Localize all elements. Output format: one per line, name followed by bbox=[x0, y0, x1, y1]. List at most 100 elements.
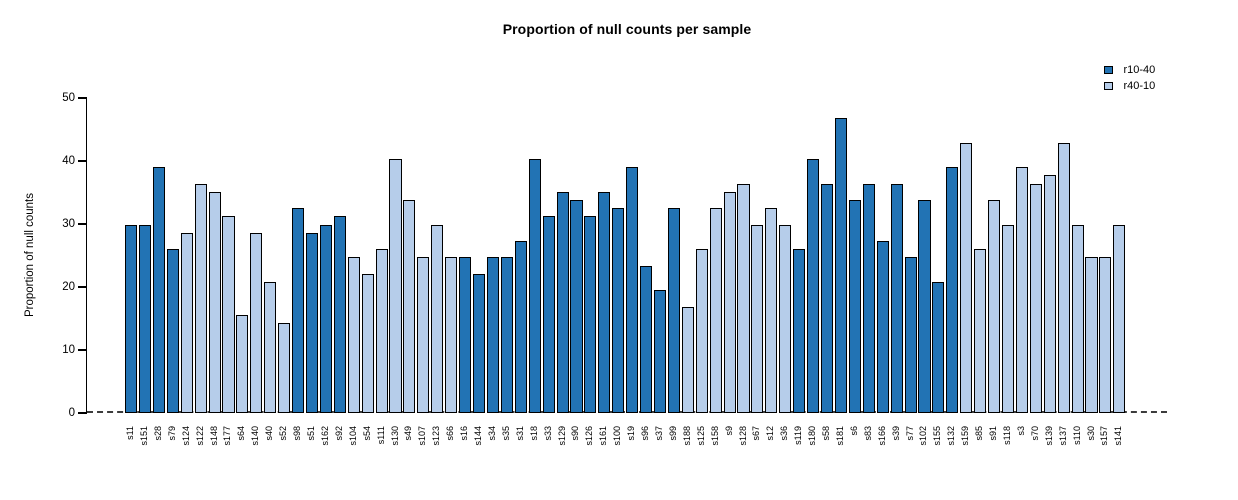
x-tick-label: s92 bbox=[333, 426, 344, 441]
bar bbox=[361, 273, 374, 413]
bar bbox=[278, 322, 291, 413]
x-tick-label: s122 bbox=[194, 426, 205, 446]
bar bbox=[514, 241, 527, 413]
bar bbox=[236, 314, 249, 413]
x-tick-label: s144 bbox=[473, 426, 484, 446]
x-tick-label: s85 bbox=[974, 426, 985, 441]
bar bbox=[417, 257, 430, 413]
legend-item: r40-10 bbox=[1104, 78, 1155, 94]
bar bbox=[486, 257, 499, 413]
x-tick-label: s155 bbox=[932, 426, 943, 446]
x-tick-label: s181 bbox=[834, 426, 845, 446]
x-tick-label: s96 bbox=[640, 426, 651, 441]
legend-label: r40-10 bbox=[1123, 79, 1156, 92]
x-tick-label: s35 bbox=[500, 426, 511, 441]
x-tick-label: s188 bbox=[681, 426, 692, 446]
x-tick-label: s151 bbox=[138, 426, 149, 446]
x-tick-label: s36 bbox=[779, 426, 790, 441]
x-tick-label: s9 bbox=[723, 426, 734, 436]
bar bbox=[848, 200, 861, 413]
x-tick-label: s3 bbox=[1015, 426, 1026, 436]
bar bbox=[1015, 167, 1028, 413]
bar bbox=[612, 208, 625, 413]
bar bbox=[431, 224, 444, 413]
bar bbox=[1071, 224, 1084, 413]
bar bbox=[1085, 257, 1098, 413]
x-tick-label: s130 bbox=[389, 426, 400, 446]
x-tick-label: s64 bbox=[236, 426, 247, 441]
x-tick-label: s110 bbox=[1071, 426, 1082, 445]
x-tick-label: s79 bbox=[166, 426, 177, 441]
bar bbox=[667, 208, 680, 413]
bar bbox=[974, 249, 987, 413]
x-tick-label: s180 bbox=[807, 426, 818, 446]
bar bbox=[807, 159, 820, 413]
x-tick-label: s111 bbox=[375, 426, 386, 445]
x-tick-label: s177 bbox=[222, 426, 233, 446]
bar bbox=[528, 159, 541, 413]
x-tick-label: s58 bbox=[821, 426, 832, 441]
bar bbox=[765, 208, 778, 413]
bar bbox=[640, 265, 653, 413]
bar bbox=[626, 167, 639, 413]
x-tick-label: s141 bbox=[1113, 426, 1124, 446]
x-tick-label: s70 bbox=[1029, 426, 1040, 441]
x-tick-label: s118 bbox=[1002, 426, 1012, 445]
x-tick-label: s30 bbox=[1085, 426, 1096, 441]
x-tick-label: s162 bbox=[319, 426, 330, 446]
bar bbox=[500, 257, 513, 413]
x-tick-label: s128 bbox=[737, 426, 748, 446]
y-tick-mark bbox=[78, 223, 86, 225]
bar bbox=[1043, 175, 1056, 413]
bar bbox=[1113, 224, 1126, 413]
bar bbox=[709, 208, 722, 413]
bar bbox=[751, 224, 764, 413]
bar bbox=[737, 183, 750, 413]
x-tick-label: s119 bbox=[793, 426, 804, 445]
y-tick-mark bbox=[78, 412, 86, 414]
y-tick-mark bbox=[78, 160, 86, 162]
x-tick-label: s91 bbox=[988, 426, 999, 441]
x-tick-label: s6 bbox=[848, 426, 859, 436]
bar bbox=[194, 183, 207, 413]
bar bbox=[166, 249, 179, 413]
y-tick-label: 20 bbox=[62, 281, 75, 293]
bar bbox=[389, 159, 402, 413]
bar bbox=[542, 216, 555, 413]
x-tick-label: s166 bbox=[876, 426, 887, 446]
bar bbox=[319, 224, 332, 413]
x-tick-label: s148 bbox=[208, 426, 219, 446]
bar bbox=[347, 257, 360, 413]
x-tick-label: s12 bbox=[765, 426, 776, 441]
bar bbox=[459, 257, 472, 413]
x-tick-label: s33 bbox=[542, 426, 553, 441]
bar bbox=[138, 224, 151, 413]
y-axis-title: Proportion of null counts bbox=[24, 192, 36, 318]
x-tick-label: s67 bbox=[751, 426, 762, 441]
bar bbox=[890, 183, 903, 413]
x-tick-label: s100 bbox=[612, 426, 623, 446]
legend: r10-40 r40-10 bbox=[1104, 62, 1155, 94]
legend-item: r10-40 bbox=[1104, 62, 1155, 78]
x-tick-label: s124 bbox=[180, 426, 191, 446]
x-tick-label: s77 bbox=[904, 426, 915, 441]
x-tick-label: s66 bbox=[445, 426, 456, 441]
bar bbox=[695, 249, 708, 413]
bar bbox=[180, 232, 193, 413]
bar bbox=[584, 216, 597, 413]
x-tick-label: s40 bbox=[264, 426, 275, 441]
bar bbox=[305, 232, 319, 413]
y-tick-label: 40 bbox=[62, 155, 75, 167]
x-tick-label: s98 bbox=[292, 426, 303, 441]
y-tick-label: 0 bbox=[68, 407, 75, 419]
y-tick-label: 10 bbox=[62, 344, 75, 356]
bar bbox=[570, 200, 583, 413]
bar bbox=[403, 200, 416, 413]
bar bbox=[960, 142, 973, 413]
bar bbox=[862, 183, 875, 413]
bar bbox=[821, 183, 834, 413]
bar bbox=[1099, 257, 1112, 413]
x-tick-label: s19 bbox=[626, 426, 637, 441]
bar bbox=[208, 191, 221, 413]
bar bbox=[793, 249, 806, 413]
